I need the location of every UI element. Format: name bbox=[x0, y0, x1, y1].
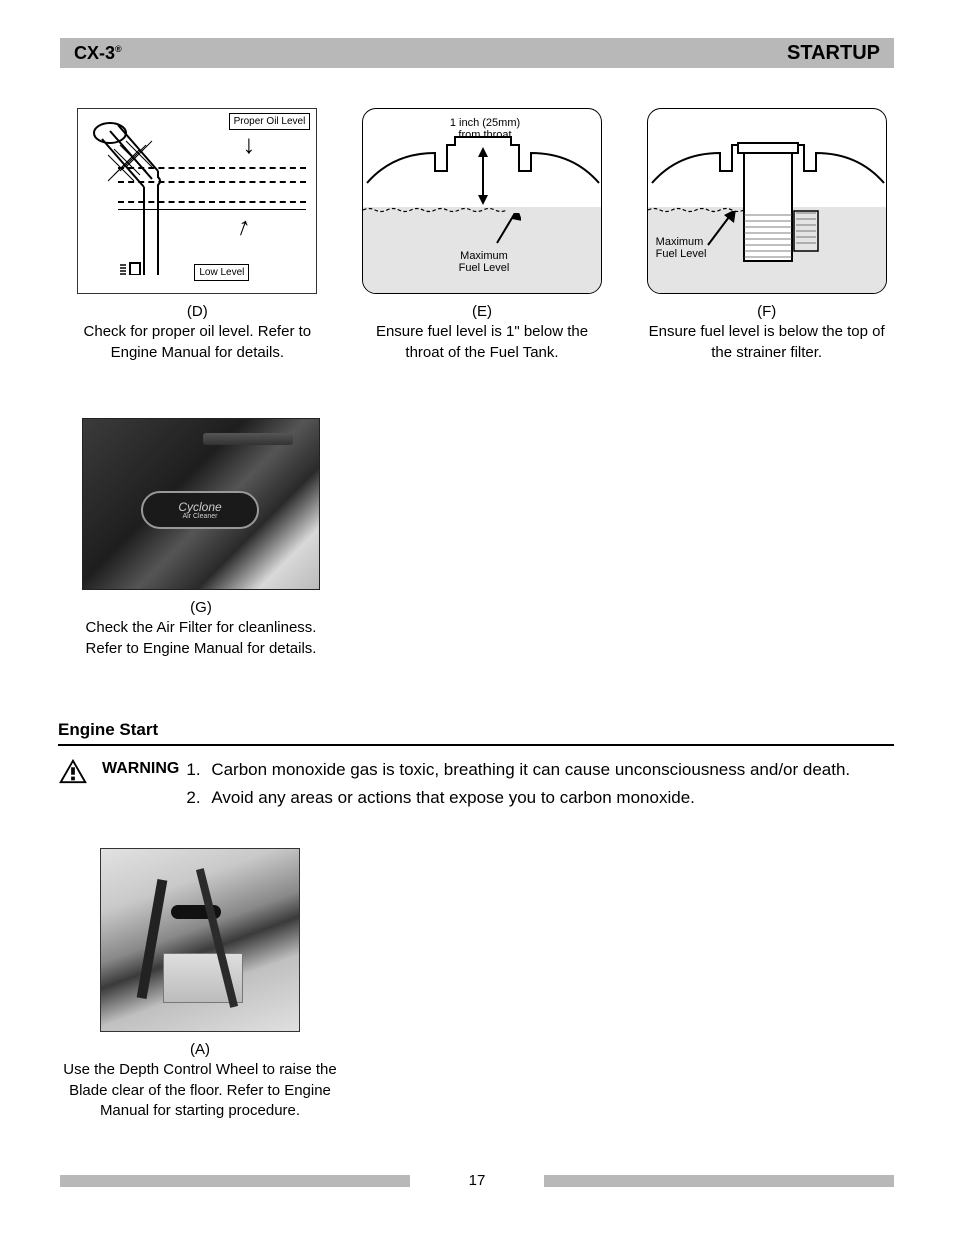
page-number: 17 bbox=[0, 1172, 954, 1189]
depth-wheel-shape bbox=[171, 905, 221, 919]
figure-f: Maximum Fuel Level (F) Ensure fuel level… bbox=[639, 108, 894, 363]
figure-a-id: (A) bbox=[60, 1040, 340, 1060]
figure-a: (A) Use the Depth Control Wheel to raise… bbox=[58, 848, 342, 1121]
figure-a-caption: (A) Use the Depth Control Wheel to raise… bbox=[60, 1040, 340, 1121]
pointer-arrow-f bbox=[702, 211, 738, 251]
engine-start-heading: Engine Start bbox=[58, 720, 894, 746]
figure-row-top: Proper Oil Level ↓ ↓ Low Level (D) Check… bbox=[70, 108, 894, 363]
figure-e-diagram: 1 inch (25mm) from throat Maximum Fuel L… bbox=[362, 108, 602, 294]
figure-g-caption: (G) Check the Air Filter for cleanliness… bbox=[76, 598, 326, 659]
figure-d-caption: (D) Check for proper oil level. Refer to… bbox=[72, 302, 322, 363]
figure-d: Proper Oil Level ↓ ↓ Low Level (D) Check… bbox=[70, 108, 325, 363]
figure-f-id: (F) bbox=[642, 302, 892, 322]
dipstick-icon bbox=[84, 115, 204, 275]
pointer-arrow-e bbox=[491, 213, 521, 249]
warning-label: WARNING bbox=[102, 758, 179, 778]
figure-a-photo bbox=[100, 848, 300, 1032]
figure-g: Cyclone Air Cleaner (G) Check the Air Fi… bbox=[70, 418, 332, 659]
figure-d-diagram: Proper Oil Level ↓ ↓ Low Level bbox=[77, 108, 317, 294]
reg-mark: ® bbox=[115, 44, 122, 54]
dim-text1: 1 inch (25mm) bbox=[450, 117, 520, 129]
figure-d-id: (D) bbox=[72, 302, 322, 322]
dash-line-1 bbox=[118, 167, 306, 169]
proper-oil-label: Proper Oil Level bbox=[229, 113, 311, 130]
arrow-up-icon: ↓ bbox=[232, 216, 253, 245]
warning-list: Carbon monoxide gas is toxic, breathing … bbox=[193, 758, 850, 814]
section-label: STARTUP bbox=[787, 42, 880, 65]
figure-f-text: Ensure fuel level is below the top of th… bbox=[649, 323, 885, 360]
badge-main: Cyclone bbox=[178, 501, 221, 513]
dim-label-e: 1 inch (25mm) from throat bbox=[445, 117, 525, 141]
dim-arrow-e bbox=[475, 147, 491, 205]
solid-line bbox=[118, 209, 306, 210]
dim-text2: from throat bbox=[458, 129, 511, 141]
figure-e-id: (E) bbox=[357, 302, 607, 322]
warning-item-2: Avoid any areas or actions that expose y… bbox=[205, 786, 850, 810]
figure-d-text: Check for proper oil level. Refer to Eng… bbox=[84, 323, 312, 360]
figure-e-caption: (E) Ensure fuel level is 1" below the th… bbox=[357, 302, 607, 363]
header-bar: CX-3® STARTUP bbox=[60, 38, 894, 68]
model-text: CX-3 bbox=[74, 43, 115, 63]
figure-g-photo: Cyclone Air Cleaner bbox=[82, 418, 320, 590]
figure-e: 1 inch (25mm) from throat Maximum Fuel L… bbox=[355, 108, 610, 363]
warning-icon bbox=[58, 758, 88, 784]
arrow-down-icon: ↓ bbox=[242, 131, 255, 157]
dash-line-3 bbox=[118, 201, 306, 203]
warning-item-1: Carbon monoxide gas is toxic, breathing … bbox=[205, 758, 850, 782]
badge-sub: Air Cleaner bbox=[182, 513, 217, 520]
wave-line-e bbox=[363, 207, 507, 213]
figure-a-text: Use the Depth Control Wheel to raise the… bbox=[63, 1061, 336, 1119]
engine-shape bbox=[163, 953, 243, 1003]
figure-f-caption: (F) Ensure fuel level is below the top o… bbox=[642, 302, 892, 363]
figure-f-diagram: Maximum Fuel Level bbox=[647, 108, 887, 294]
figure-g-text: Check the Air Filter for cleanliness. Re… bbox=[86, 619, 317, 656]
figure-g-id: (G) bbox=[76, 598, 326, 618]
model-label: CX-3® bbox=[74, 43, 122, 64]
low-level-label: Low Level bbox=[194, 264, 249, 281]
cyclone-badge: Cyclone Air Cleaner bbox=[141, 491, 259, 529]
max-label-e: Maximum Fuel Level bbox=[449, 250, 519, 275]
warning-block: WARNING Carbon monoxide gas is toxic, br… bbox=[58, 758, 894, 814]
dash-line-2 bbox=[118, 181, 306, 183]
figure-e-text: Ensure fuel level is 1" below the throat… bbox=[376, 323, 588, 360]
